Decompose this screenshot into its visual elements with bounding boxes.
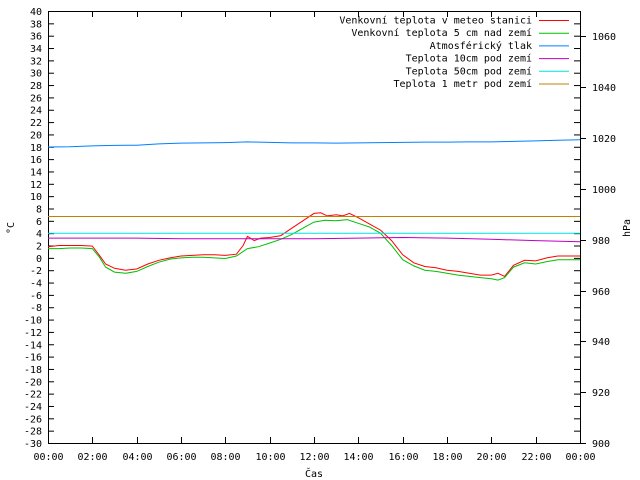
y-left-tick-label: -12 (24, 328, 42, 339)
y-left-tick-label: -2 (30, 266, 42, 277)
y-left-tick-label: 14 (30, 167, 42, 178)
x-tick-label: 12:00 (299, 452, 329, 463)
y-right-tick-label: 980 (592, 236, 610, 247)
legend-label: Atmosférický tlak (430, 40, 532, 52)
y-right-tick-label: 940 (592, 337, 610, 348)
y-left-tick-label: 16 (30, 155, 42, 166)
y-right-tick-label: 920 (592, 388, 610, 399)
y-left-tick-label: 10 (30, 192, 42, 203)
x-tick-label: 00:00 (565, 452, 595, 463)
y-left-tick-label: -10 (24, 316, 42, 327)
y-right-tick-label: 1000 (592, 185, 616, 196)
y-left-tick-label: 28 (30, 81, 42, 92)
x-tick-label: 14:00 (343, 452, 373, 463)
y-left-tick-label: 12 (30, 180, 42, 191)
x-tick-label: 00:00 (33, 452, 63, 463)
y-left-tick-label: 20 (30, 130, 42, 141)
y-left-tick-label: 26 (30, 93, 42, 104)
x-tick-label: 02:00 (77, 452, 107, 463)
x-axis-label: Čas (305, 467, 323, 480)
y-left-tick-label: 8 (36, 204, 42, 215)
y-left-tick-label: 22 (30, 118, 42, 129)
y-left-tick-label: -22 (24, 390, 42, 401)
x-tick-label: 18:00 (432, 452, 462, 463)
y-left-tick-label: -8 (30, 303, 42, 314)
y-left-tick-label: 40 (30, 7, 42, 18)
y-left-tick-label: 6 (36, 217, 42, 228)
y-left-tick-label: 38 (30, 19, 42, 30)
legend-label: Teplota 10cm pod zemí (406, 53, 532, 65)
x-axis: 00:00 02:00 04:00 06:00 08:00 10:00 12:00 14:00… (33, 11, 596, 463)
x-tick-label: 08:00 (210, 452, 240, 463)
legend-label: Venkovní teplota 5 cm nad zemí (351, 27, 532, 39)
x-tick-label: 22:00 (521, 452, 551, 463)
y-left-tick-label: -30 (24, 439, 42, 450)
left-axis: 4038363432302826242220181614121086420-2-… (24, 7, 580, 450)
y-left-tick-label: -26 (24, 414, 42, 425)
x-tick-label: 10:00 (255, 452, 285, 463)
legend-label: Teplota 1 metr pod zemí (394, 78, 532, 90)
legend: Venkovní teplota v meteo staniciVenkovní… (339, 15, 569, 90)
y-left-tick-label: -16 (24, 353, 42, 364)
series-line-1 (47, 212, 580, 278)
y-left-tick-label: -20 (24, 377, 42, 388)
x-tick-label: 04:00 (122, 452, 152, 463)
series-layer (47, 139, 581, 281)
y-axis-left-label: °C (6, 222, 17, 234)
y-left-tick-label: -4 (30, 279, 42, 290)
y-left-tick-label: -6 (30, 291, 42, 302)
legend-label: Venkovní teplota v meteo stanici (339, 15, 532, 27)
y-right-tick-label: 900 (592, 439, 610, 450)
y-right-tick-label: 1040 (592, 83, 616, 94)
right-axis: 1060 1040 1020 1000 980 960 940 920 900 (580, 32, 616, 450)
y-left-tick-label: -14 (24, 340, 42, 351)
series-line-4 (48, 236, 581, 243)
y-left-tick-label: -28 (24, 427, 42, 438)
y-left-tick-label: 18 (30, 143, 42, 154)
y-left-tick-label: 24 (30, 106, 42, 117)
y-left-tick-label: 30 (30, 69, 42, 80)
series-line-3 (47, 139, 581, 148)
y-right-tick-label: 1020 (592, 134, 616, 145)
legend-label: Teplota 50cm pod zemí (406, 65, 532, 77)
x-tick-label: 16:00 (388, 452, 418, 463)
y-left-tick-label: 34 (30, 44, 42, 55)
y-left-tick-label: 0 (36, 254, 42, 265)
y-left-tick-label: 4 (36, 229, 42, 240)
y-right-tick-label: 1060 (592, 32, 616, 43)
y-left-tick-label: 32 (30, 56, 42, 67)
y-left-tick-label: -18 (24, 365, 42, 376)
series-line-2 (48, 219, 580, 281)
y-left-tick-label: 36 (30, 32, 42, 43)
y-axis-right-label: hPa (622, 219, 633, 237)
x-tick-label: 06:00 (166, 452, 196, 463)
y-left-tick-label: -24 (24, 402, 42, 413)
y-left-tick-label: 2 (36, 242, 42, 253)
y-right-tick-label: 960 (592, 287, 610, 298)
x-tick-label: 20:00 (476, 452, 506, 463)
